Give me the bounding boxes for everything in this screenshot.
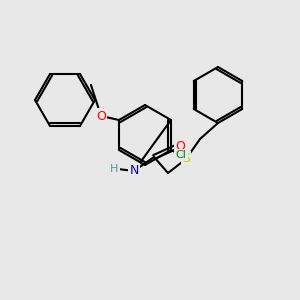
Text: O: O	[175, 140, 185, 154]
Text: H: H	[110, 164, 118, 174]
Text: O: O	[96, 110, 106, 122]
Text: Cl: Cl	[176, 150, 186, 160]
Text: S: S	[182, 152, 190, 166]
Text: N: N	[129, 164, 139, 178]
